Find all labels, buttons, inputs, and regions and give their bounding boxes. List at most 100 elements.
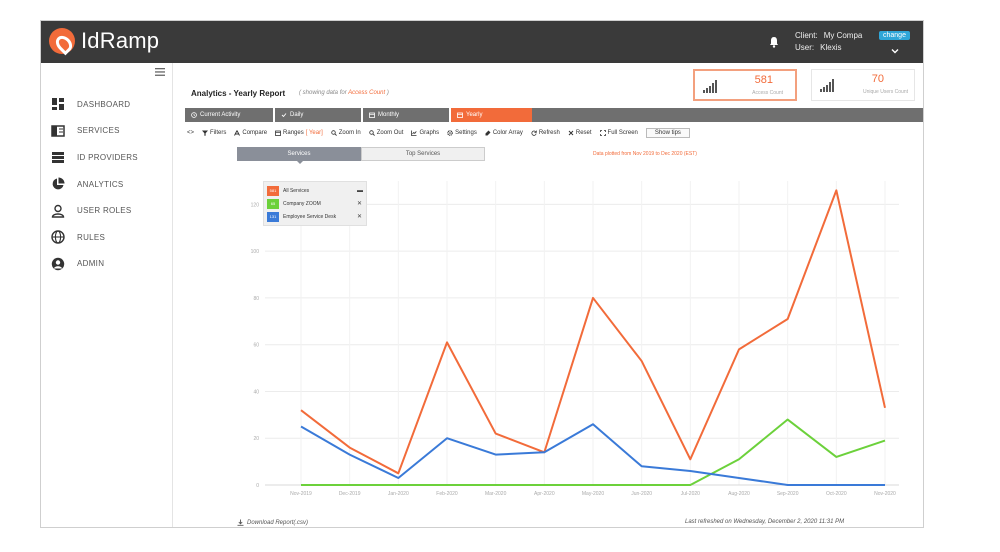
- change-client-button[interactable]: change: [879, 31, 910, 40]
- sidebar-item-admin[interactable]: ADMIN: [51, 251, 138, 278]
- logo[interactable]: IdRamp: [49, 28, 159, 54]
- line-chart-svg: 0 20 40 60 80 100 120 Nov-2019 Dec-2019 Jan-2020 F…: [251, 181, 899, 497]
- unique-users-card[interactable]: 70 Unique Users Count: [811, 69, 915, 101]
- clock-icon: [191, 112, 197, 118]
- download-icon: [237, 519, 244, 526]
- sidebar-item-analytics[interactable]: ANALYTICS: [51, 171, 138, 198]
- color-array-label: Color Array: [492, 130, 523, 136]
- sidebar-item-label: DASHBOARD: [77, 99, 131, 109]
- graph-icon: [411, 130, 418, 136]
- settings-label: Settings: [455, 130, 477, 136]
- legend-swatch: 581: [267, 185, 279, 196]
- access-count-card[interactable]: 581 Access Count: [693, 69, 797, 101]
- check-icon: [281, 113, 287, 118]
- series-line-employee-service-desk: [300, 423, 885, 486]
- app-window: IdRamp Client: My Compa User: Klexis cha…: [40, 20, 924, 528]
- filters-button[interactable]: Filters: [202, 130, 226, 136]
- tab-label: Monthly: [378, 112, 400, 118]
- legend-item-company-zoom[interactable]: 65 Company ZOOM ✕: [267, 197, 363, 210]
- x-tick-label: Dec-2019: [339, 491, 361, 497]
- analytics-icon: [52, 177, 65, 190]
- legend-item-employee-service-desk[interactable]: 131 Employee Service Desk ✕: [267, 210, 363, 223]
- code-toggle-button[interactable]: <>: [187, 130, 195, 136]
- sidebar-item-services[interactable]: SERVICES: [51, 118, 138, 145]
- legend-swatch: 65: [267, 198, 279, 209]
- chart-subtabs: Services Top Services: [237, 147, 485, 164]
- download-report-link[interactable]: Download Report(.csv): [237, 519, 308, 526]
- subtab-services[interactable]: Services: [237, 147, 361, 164]
- x-tick-label: Feb-2020: [436, 491, 458, 497]
- report-subtitle: ( showing data for Access Count ): [299, 90, 389, 96]
- sidebar-item-rules[interactable]: RULES: [51, 224, 138, 251]
- sidebar: DASHBOARD SERVICES ID PROVIDERS: [41, 63, 173, 527]
- ranges-button[interactable]: Ranges [ Year]: [275, 130, 323, 136]
- zoom-in-button[interactable]: Zoom In: [331, 130, 361, 136]
- y-tick-label: 40: [253, 389, 259, 395]
- subtab-top-services[interactable]: Top Services: [361, 147, 485, 161]
- x-tick-label: Apr-2020: [534, 491, 555, 497]
- full-screen-label: Full Screen: [607, 130, 638, 136]
- graphs-button[interactable]: Graphs: [411, 130, 439, 136]
- sidebar-item-dashboard[interactable]: DASHBOARD: [51, 91, 138, 118]
- refresh-label: Refresh: [538, 130, 560, 136]
- gear-icon: [447, 130, 453, 136]
- sidebar-item-label: SERVICES: [77, 126, 120, 136]
- settings-button[interactable]: Settings: [447, 130, 477, 136]
- sidebar-item-id-providers[interactable]: ID PROVIDERS: [51, 144, 138, 171]
- hamburger-icon[interactable]: [155, 68, 165, 76]
- user-icon: [51, 204, 65, 218]
- series-line-company-zoom: [301, 418, 886, 486]
- reset-label: Reset: [575, 130, 592, 136]
- chevron-down-icon[interactable]: [890, 46, 900, 56]
- sidebar-item-label: ID PROVIDERS: [77, 152, 138, 162]
- compare-button[interactable]: Compare: [234, 130, 267, 136]
- y-tick-label: 20: [253, 436, 259, 442]
- ranges-label: Ranges: [283, 130, 304, 136]
- last-refreshed-text: Last refreshed on Wednesday, December 2,…: [685, 519, 845, 525]
- legend-close-icon[interactable]: ✕: [357, 214, 363, 220]
- tab-current-activity[interactable]: Current Activity: [185, 108, 273, 122]
- sidebar-item-label: USER ROLES: [77, 206, 132, 216]
- tab-yearly[interactable]: Yearly: [451, 108, 536, 122]
- client-info: Client: My Compa User: Klexis: [795, 30, 862, 54]
- legend-close-icon[interactable]: ▬: [357, 187, 363, 194]
- x-tick-label: Mar-2020: [485, 491, 507, 497]
- x-tick-label: Nov-2020: [874, 491, 896, 497]
- x-tick-label: Jul-2020: [681, 491, 700, 497]
- magnifier-icon: [331, 130, 337, 136]
- unique-users-label: Unique Users Count: [862, 89, 908, 95]
- unique-users-value: 70: [871, 73, 884, 85]
- legend-label: Employee Service Desk: [283, 213, 337, 220]
- id-providers-icon: [52, 152, 64, 164]
- report-tabs: Current Activity Daily Monthly Yearly: [185, 108, 538, 122]
- bell-icon[interactable]: [769, 36, 779, 48]
- compare-label: Compare: [242, 130, 268, 136]
- filters-label: Filters: [210, 130, 227, 136]
- show-tips-button[interactable]: Show tips: [645, 128, 690, 138]
- top-bar: IdRamp Client: My Compa User: Klexis cha…: [41, 21, 923, 63]
- x-tick-label: May-2020: [582, 491, 604, 497]
- admin-icon: [51, 257, 65, 271]
- zoom-out-button[interactable]: Zoom Out: [369, 130, 403, 136]
- reset-button[interactable]: Reset: [568, 130, 592, 136]
- main-content: Analytics - Yearly Report ( showing data…: [181, 63, 923, 527]
- chart-legend: 581 All Services ▬ 65 Company ZOOM ✕ 131…: [263, 181, 367, 226]
- refresh-button[interactable]: Refresh: [531, 130, 560, 136]
- legend-close-icon[interactable]: ✕: [357, 201, 363, 207]
- x-tick-label: Oct-2020: [826, 491, 847, 497]
- refresh-icon: [531, 130, 537, 136]
- legend-item-all-services[interactable]: 581 All Services ▬: [267, 184, 363, 197]
- tab-monthly[interactable]: Monthly: [363, 108, 449, 122]
- user-label: User:: [795, 43, 815, 52]
- x-tick-label: Nov-2019: [290, 491, 312, 497]
- color-array-button[interactable]: Color Array: [485, 130, 523, 136]
- brush-icon: [485, 130, 491, 136]
- full-screen-button[interactable]: Full Screen: [599, 130, 638, 136]
- sidebar-item-user-roles[interactable]: USER ROLES: [51, 197, 138, 224]
- tab-label: Yearly: [466, 112, 483, 118]
- legend-label: Company ZOOM: [283, 200, 321, 207]
- tab-bar-filler: [532, 108, 923, 122]
- x-tick-label: Jan-2020: [388, 491, 409, 497]
- tab-daily[interactable]: Daily: [275, 108, 361, 122]
- series-line-all-services: [300, 189, 886, 475]
